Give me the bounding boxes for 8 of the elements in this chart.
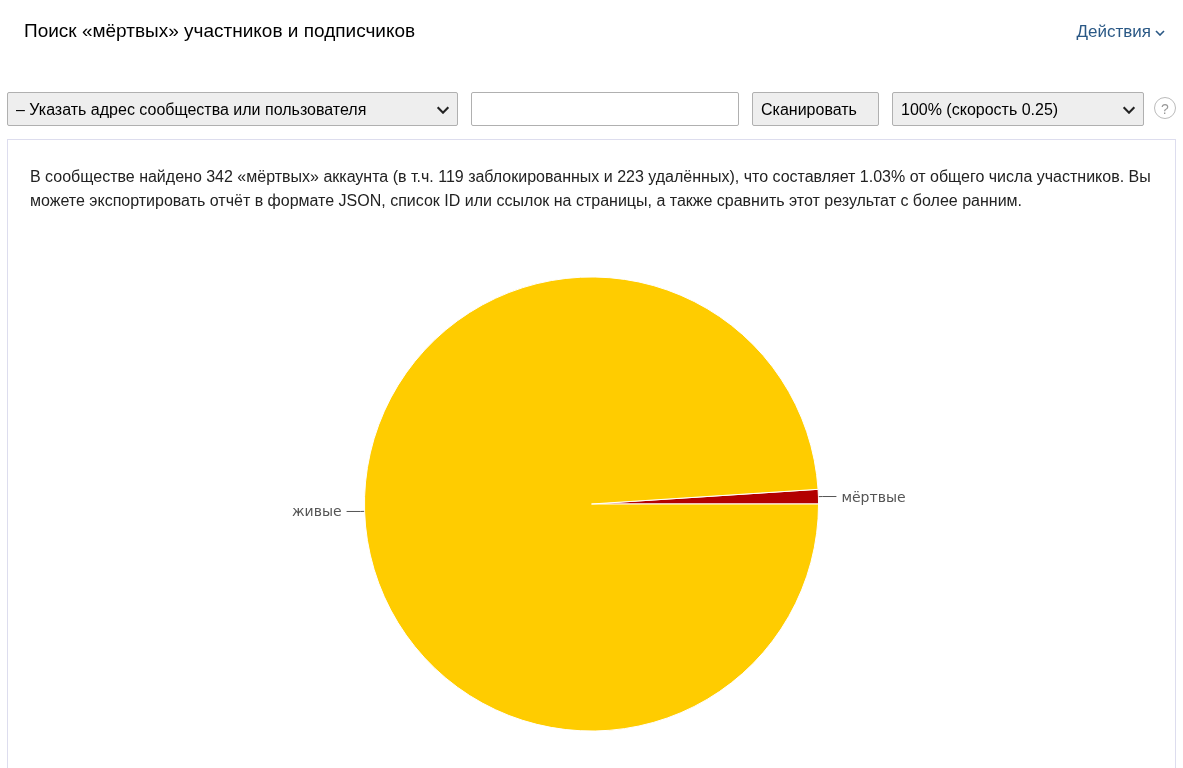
slice-label: мёртвые (841, 488, 906, 505)
slice-label: живые (291, 503, 342, 520)
chart-title: Поиск «мёртвых» участников и подписчиков (24, 20, 416, 42)
scan-button: Сканировать (752, 92, 879, 126)
dropdown-field: – Указать адрес сообщества или пользователя (7, 92, 458, 126)
text: Действия (1076, 22, 1151, 42)
text: В сообществе найдено 342 «мёртвых» аккаунта (в т.ч. 119 заблокированных и 223 удалённых), что составляет 1.03% от общего числа участников. Вы можете экспортировать отчёт в формате JSON, список ID или ссылок на страницы, а также сравнить этот результат с более ранним. (30, 167, 1152, 211)
speed-dropdown: 100% (скорость 0.25) (892, 92, 1144, 126)
